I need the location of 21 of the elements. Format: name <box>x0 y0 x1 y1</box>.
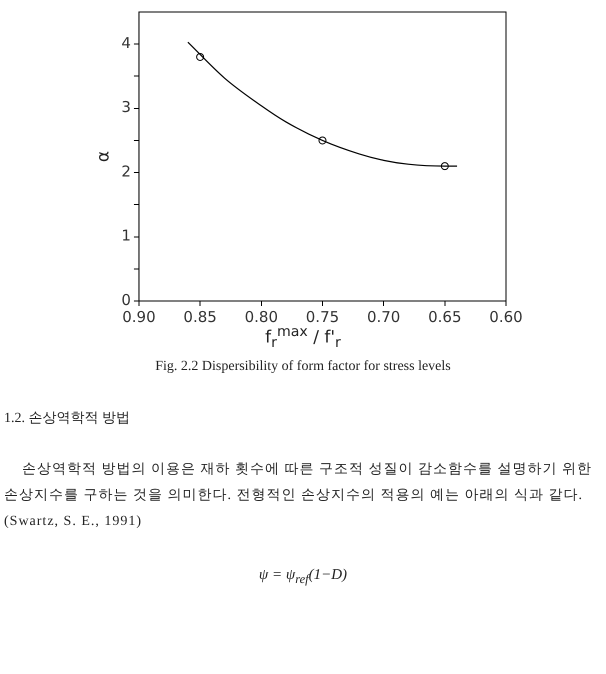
x-tick-label: 0.90 <box>122 308 156 326</box>
y-tick-label: 2 <box>121 162 131 180</box>
y-tick-label: 1 <box>121 226 131 245</box>
x-tick-label: 0.75 <box>306 308 340 326</box>
x-tick-label: 0.85 <box>183 308 217 326</box>
y-tick-label: 0 <box>121 290 131 309</box>
point <box>196 52 204 61</box>
caption: Fig. 2.2 Dispersibility of form factor for stress levels <box>154 359 452 376</box>
point <box>440 162 449 170</box>
x-tick-label: 0.65 <box>428 308 462 326</box>
text: 1.2. 손상역학적 방법 <box>4 410 131 428</box>
y-tick-label: 4 <box>121 34 131 52</box>
x-tick-label: 0.60 <box>489 308 523 326</box>
text: 손상역학적 방법의 이용은 재하 횟수에 따른 구조적 성질이 감소함수를 설명하기 위한 손상지수를 구하는 것을 의미한다. 전형적인 손상지수의 적용의 예는 아래의 식과 같다.(Swartz, S. E., 1991) <box>4 461 594 532</box>
y-axis-title: α <box>94 150 114 162</box>
point <box>318 136 326 144</box>
x-tick-label: 0.80 <box>244 308 278 326</box>
x-axis-title: f$_{r}$$^{max}$ / f'$_{r}$ <box>264 324 342 352</box>
x-tick-label: 0.70 <box>366 308 400 326</box>
text: ψ = ψ$_{ref}$(1−D) <box>258 567 348 588</box>
y-tick-label: 3 <box>121 98 131 116</box>
